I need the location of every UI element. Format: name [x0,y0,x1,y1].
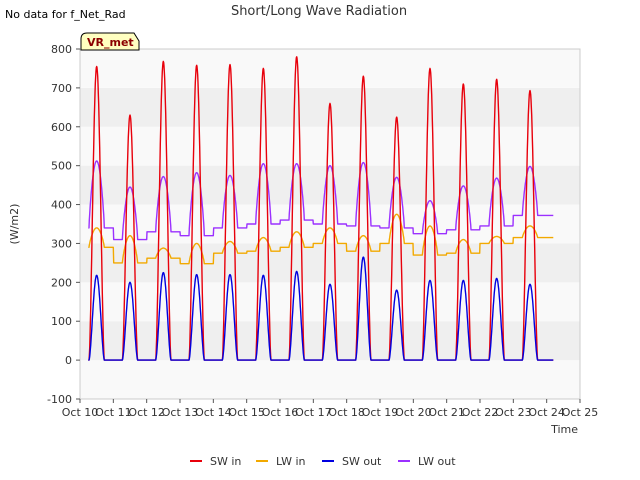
y-tick-label: -100 [47,393,72,406]
y-tick-label: 100 [51,315,72,328]
x-tick-label: Oct 15 [228,406,265,419]
y-tick-label: 600 [51,121,72,134]
y-tick-label: 400 [51,199,72,212]
no-data-note: No data for f_Net_Rad [5,8,126,21]
x-tick-label: Oct 17 [295,406,332,419]
x-tick-label: Oct 16 [262,406,299,419]
x-tick-label: Oct 24 [528,406,565,419]
x-tick-label: Oct 13 [162,406,199,419]
plot-frame [79,48,581,400]
vr-met-badge: VR_met [80,32,140,51]
grid-band [80,49,580,88]
legend-label: SW out [342,455,382,468]
x-tick-label: Oct 14 [195,406,232,419]
x-tick-label: Oct 19 [362,406,399,419]
grid-band [80,126,580,166]
legend-label: LW out [418,455,456,468]
legend: SW in LW in SW out LW out [190,455,456,468]
y-tick-label: 200 [51,276,72,289]
x-tick-label: Oct 22 [462,406,499,419]
legend-item: LW out [398,455,456,468]
grid-bands [80,49,580,399]
legend-item: SW out [322,455,382,468]
x-tick-label: Oct 21 [428,406,465,419]
chart-title: Short/Long Wave Radiation [231,4,407,19]
badge-label: VR_met [87,36,134,49]
x-tick-label: Oct 20 [395,406,432,419]
y-tick-label: 800 [51,43,72,56]
x-axis-label: Time [550,423,578,436]
x-tick-label: Oct 12 [128,406,165,419]
x-tick-label: Oct 18 [328,406,365,419]
grid-band [80,243,580,283]
lw-in-line [88,213,554,265]
legend-item: SW in [190,455,241,468]
legend-label: LW in [276,455,306,468]
y-tick-label: 0 [65,354,72,367]
sw-out-line [88,256,554,361]
grid-band [80,282,580,322]
x-tick-label: Oct 10 [62,406,99,419]
lw-out-line [88,160,554,241]
series-layer [88,56,554,361]
y-tick-label: 500 [51,160,72,173]
grid-band [80,321,580,361]
grid-band [80,204,580,244]
y-axis-label: (W/m2) [8,204,21,245]
y-tick-label: 700 [51,82,72,95]
legend-item: LW in [256,455,306,468]
x-tick-label: Oct 11 [95,406,132,419]
grid-band [80,165,580,205]
x-tick-label: Oct 23 [495,406,532,419]
y-tick-label: 300 [51,237,72,250]
legend-label: SW in [210,455,241,468]
x-tick-label: Oct 25 [562,406,599,419]
grid-band [80,360,580,399]
